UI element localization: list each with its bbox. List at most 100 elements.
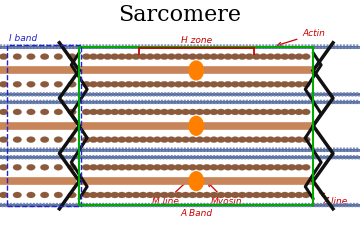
Circle shape — [258, 147, 261, 149]
Circle shape — [266, 137, 275, 143]
Circle shape — [252, 109, 261, 115]
Circle shape — [135, 100, 137, 101]
Circle shape — [336, 100, 339, 101]
Circle shape — [330, 100, 332, 101]
Circle shape — [167, 44, 170, 46]
Circle shape — [287, 150, 289, 152]
Circle shape — [90, 47, 93, 49]
Circle shape — [144, 100, 147, 101]
Circle shape — [86, 100, 88, 101]
Circle shape — [81, 150, 83, 152]
Circle shape — [293, 103, 296, 104]
Circle shape — [44, 206, 46, 207]
Circle shape — [103, 109, 112, 115]
Circle shape — [198, 158, 201, 159]
Circle shape — [139, 164, 147, 170]
Circle shape — [198, 95, 201, 97]
Circle shape — [162, 206, 165, 207]
Circle shape — [67, 158, 69, 159]
Circle shape — [153, 109, 162, 115]
Circle shape — [280, 81, 289, 87]
Circle shape — [213, 92, 215, 94]
Circle shape — [346, 155, 348, 157]
Circle shape — [16, 203, 19, 205]
Circle shape — [245, 54, 254, 60]
Circle shape — [3, 92, 6, 94]
Circle shape — [338, 95, 340, 97]
Circle shape — [252, 137, 261, 143]
Circle shape — [70, 206, 73, 207]
Circle shape — [89, 164, 98, 170]
Circle shape — [283, 95, 285, 97]
Circle shape — [223, 92, 225, 94]
Circle shape — [231, 95, 233, 97]
Circle shape — [346, 100, 348, 101]
Circle shape — [287, 95, 289, 97]
Circle shape — [181, 137, 190, 143]
Circle shape — [167, 100, 170, 101]
Circle shape — [241, 47, 243, 49]
Circle shape — [120, 206, 122, 207]
Circle shape — [89, 44, 91, 46]
Circle shape — [273, 103, 276, 104]
Circle shape — [122, 92, 124, 94]
Circle shape — [244, 158, 246, 159]
Circle shape — [339, 147, 342, 149]
Circle shape — [33, 203, 35, 205]
Circle shape — [126, 150, 129, 152]
Circle shape — [251, 206, 253, 207]
Circle shape — [181, 164, 190, 170]
Circle shape — [198, 47, 201, 49]
Circle shape — [73, 47, 76, 49]
Circle shape — [182, 206, 184, 207]
Circle shape — [273, 54, 282, 60]
Circle shape — [13, 137, 22, 143]
Circle shape — [254, 206, 256, 207]
Circle shape — [254, 47, 256, 49]
Circle shape — [54, 150, 57, 152]
Circle shape — [64, 95, 66, 97]
Circle shape — [203, 100, 206, 101]
Circle shape — [77, 150, 79, 152]
Circle shape — [31, 95, 33, 97]
Circle shape — [202, 95, 204, 97]
Circle shape — [242, 203, 245, 205]
Circle shape — [55, 155, 58, 157]
Circle shape — [188, 109, 197, 115]
Circle shape — [239, 92, 242, 94]
Circle shape — [23, 147, 25, 149]
Circle shape — [64, 158, 66, 159]
Circle shape — [318, 206, 320, 207]
Circle shape — [258, 92, 261, 94]
Circle shape — [190, 155, 193, 157]
Circle shape — [202, 150, 204, 152]
Circle shape — [146, 95, 148, 97]
Circle shape — [100, 95, 103, 97]
Circle shape — [257, 47, 260, 49]
Circle shape — [34, 206, 37, 207]
Circle shape — [217, 137, 225, 143]
Circle shape — [270, 206, 273, 207]
Circle shape — [273, 109, 282, 115]
Circle shape — [229, 44, 232, 46]
Circle shape — [84, 95, 86, 97]
Circle shape — [100, 206, 103, 207]
Circle shape — [273, 158, 276, 159]
Circle shape — [193, 147, 196, 149]
Circle shape — [115, 203, 117, 205]
Circle shape — [238, 81, 247, 87]
Circle shape — [184, 92, 186, 94]
Circle shape — [330, 155, 332, 157]
Circle shape — [294, 44, 297, 46]
Circle shape — [300, 158, 302, 159]
Circle shape — [293, 150, 296, 152]
Circle shape — [197, 203, 199, 205]
Circle shape — [10, 92, 12, 94]
Circle shape — [117, 54, 126, 60]
Circle shape — [34, 103, 37, 104]
Circle shape — [143, 47, 145, 49]
Circle shape — [92, 155, 95, 157]
Circle shape — [208, 95, 211, 97]
Circle shape — [177, 155, 180, 157]
Circle shape — [174, 44, 176, 46]
